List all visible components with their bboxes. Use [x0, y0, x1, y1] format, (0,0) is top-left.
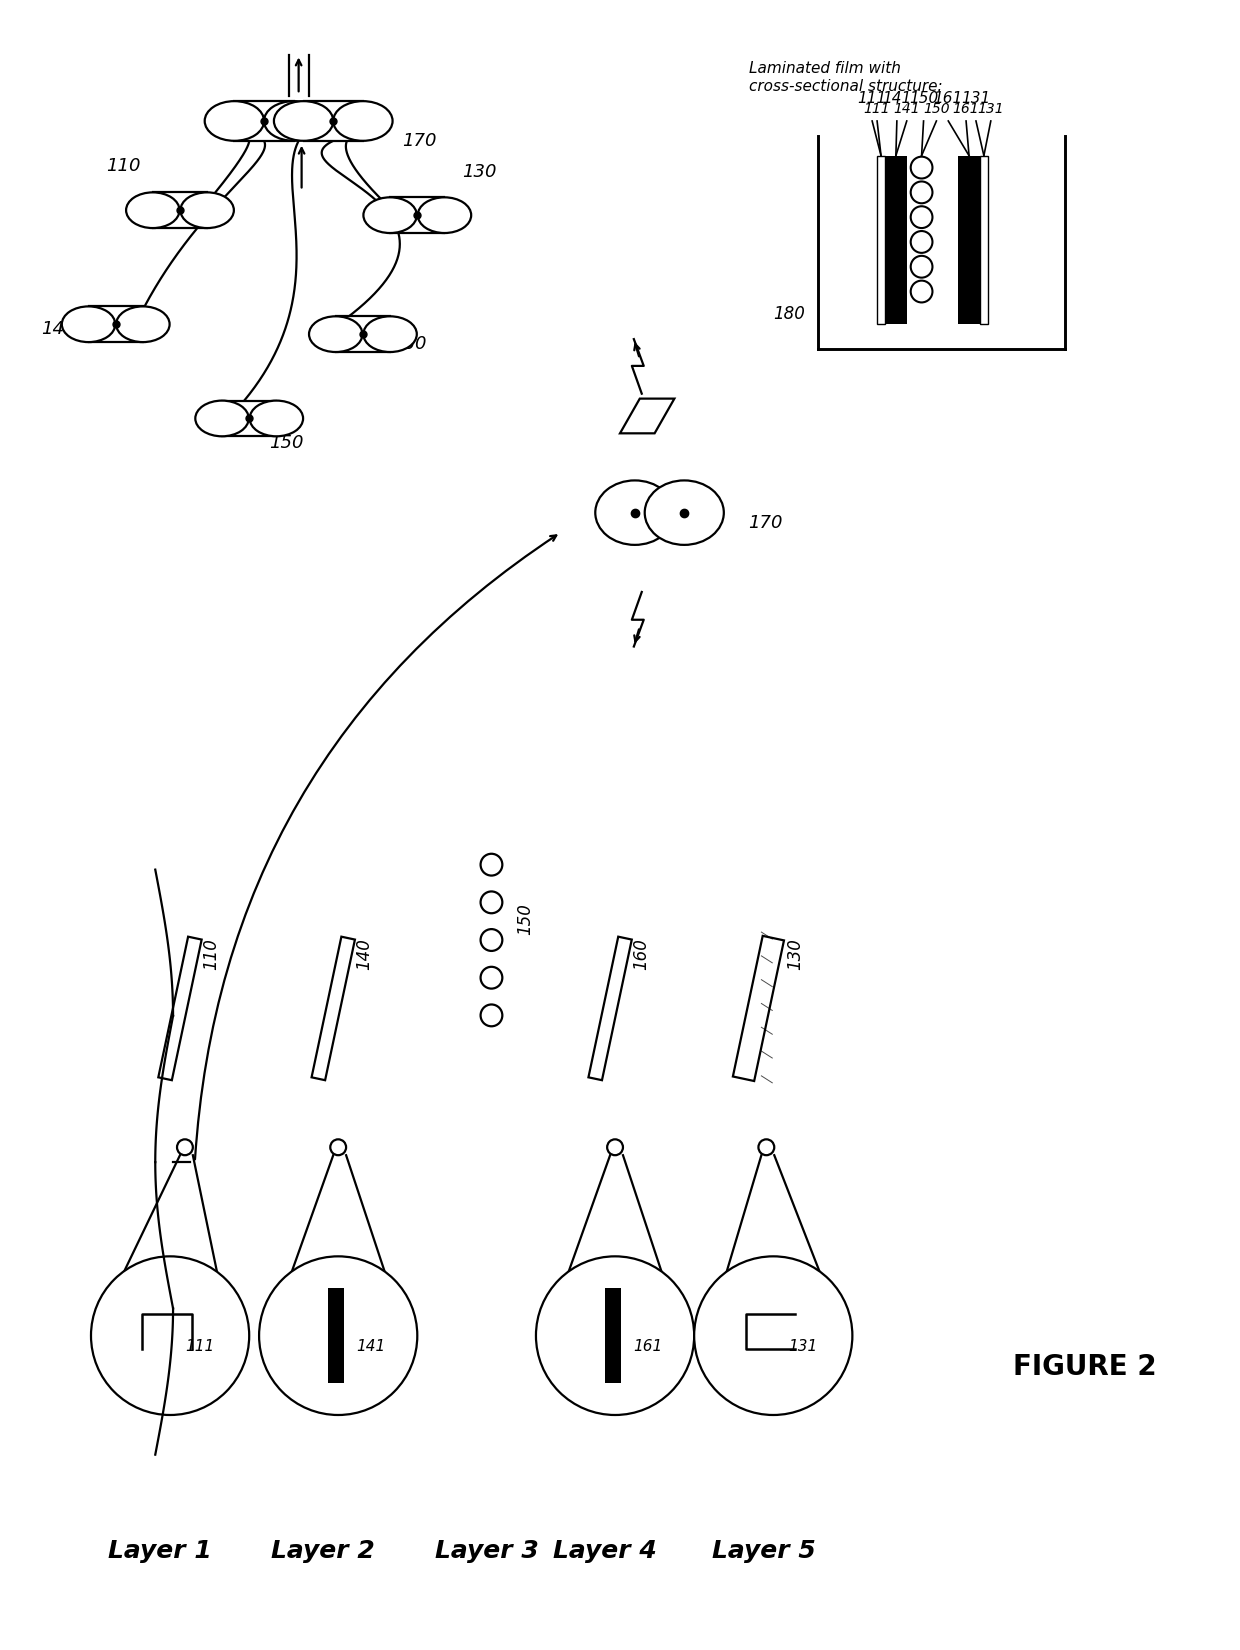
Polygon shape [336, 317, 391, 351]
Text: Layer 2: Layer 2 [272, 1539, 376, 1563]
Text: Layer 5: Layer 5 [712, 1539, 815, 1563]
Ellipse shape [481, 853, 502, 876]
Text: 131: 131 [977, 102, 1004, 116]
Ellipse shape [481, 967, 502, 988]
Text: Layer 1: Layer 1 [108, 1539, 212, 1563]
Ellipse shape [334, 101, 393, 140]
Text: 160: 160 [632, 937, 650, 970]
Bar [885, 155, 906, 325]
Ellipse shape [181, 193, 234, 228]
Ellipse shape [910, 231, 932, 252]
Ellipse shape [62, 307, 115, 342]
Ellipse shape [536, 1256, 694, 1416]
Polygon shape [733, 936, 784, 1081]
Ellipse shape [363, 198, 417, 233]
Text: 140: 140 [355, 937, 373, 970]
Ellipse shape [309, 317, 362, 351]
Text: 110: 110 [105, 157, 140, 175]
Ellipse shape [910, 280, 932, 302]
Polygon shape [589, 937, 632, 1081]
Text: Layer 3: Layer 3 [435, 1539, 538, 1563]
Bar [329, 1289, 345, 1383]
Text: FIGURE 2: FIGURE 2 [1013, 1353, 1157, 1381]
Polygon shape [311, 937, 355, 1081]
Text: Layer 4: Layer 4 [553, 1539, 657, 1563]
Ellipse shape [910, 256, 932, 277]
Ellipse shape [910, 206, 932, 228]
Ellipse shape [91, 1256, 249, 1416]
Text: 131: 131 [961, 91, 991, 106]
Ellipse shape [196, 401, 249, 436]
Text: 150: 150 [909, 91, 939, 106]
Text: 130: 130 [786, 937, 804, 970]
Ellipse shape [274, 101, 334, 140]
Bar [959, 155, 980, 325]
Ellipse shape [910, 157, 932, 178]
Ellipse shape [418, 198, 471, 233]
Polygon shape [391, 198, 444, 233]
Ellipse shape [264, 101, 324, 140]
Bar [877, 155, 885, 325]
Text: 161: 161 [934, 91, 963, 106]
Text: 111: 111 [858, 91, 887, 106]
Ellipse shape [910, 182, 932, 203]
Bar [980, 155, 988, 325]
Ellipse shape [759, 1140, 774, 1155]
Text: 141: 141 [356, 1338, 386, 1353]
Text: 150: 150 [516, 903, 534, 936]
Ellipse shape [205, 101, 264, 140]
Ellipse shape [595, 480, 675, 544]
Text: 150: 150 [923, 102, 950, 116]
Text: 141: 141 [882, 91, 911, 106]
Text: 170: 170 [403, 132, 436, 150]
Text: 160: 160 [393, 335, 427, 353]
Text: 111: 111 [185, 1338, 215, 1353]
Ellipse shape [481, 929, 502, 950]
Polygon shape [304, 101, 363, 140]
Ellipse shape [249, 401, 303, 436]
Text: 170: 170 [749, 513, 782, 531]
Bar [605, 1289, 621, 1383]
Ellipse shape [117, 307, 170, 342]
Ellipse shape [645, 480, 724, 544]
Polygon shape [222, 401, 277, 436]
Text: 141: 141 [894, 102, 920, 116]
Ellipse shape [126, 193, 180, 228]
Polygon shape [159, 937, 202, 1081]
Text: 140: 140 [42, 320, 76, 338]
Ellipse shape [330, 1140, 346, 1155]
Polygon shape [620, 399, 675, 434]
Text: 161: 161 [952, 102, 980, 116]
Polygon shape [153, 193, 207, 228]
Ellipse shape [363, 317, 417, 351]
Ellipse shape [177, 1140, 193, 1155]
Polygon shape [88, 307, 143, 342]
Text: 110: 110 [202, 937, 219, 970]
Ellipse shape [694, 1256, 852, 1416]
Text: 111: 111 [864, 102, 890, 116]
Polygon shape [234, 101, 294, 140]
Ellipse shape [481, 891, 502, 912]
Text: 180: 180 [774, 305, 805, 323]
Text: 131: 131 [789, 1338, 817, 1353]
Text: Laminated film with
cross-sectional structure:: Laminated film with cross-sectional stru… [749, 61, 942, 94]
Ellipse shape [608, 1140, 622, 1155]
Text: 130: 130 [461, 163, 496, 182]
Ellipse shape [481, 1005, 502, 1026]
Ellipse shape [259, 1256, 418, 1416]
Text: 150: 150 [269, 434, 304, 452]
Text: 161: 161 [632, 1338, 662, 1353]
